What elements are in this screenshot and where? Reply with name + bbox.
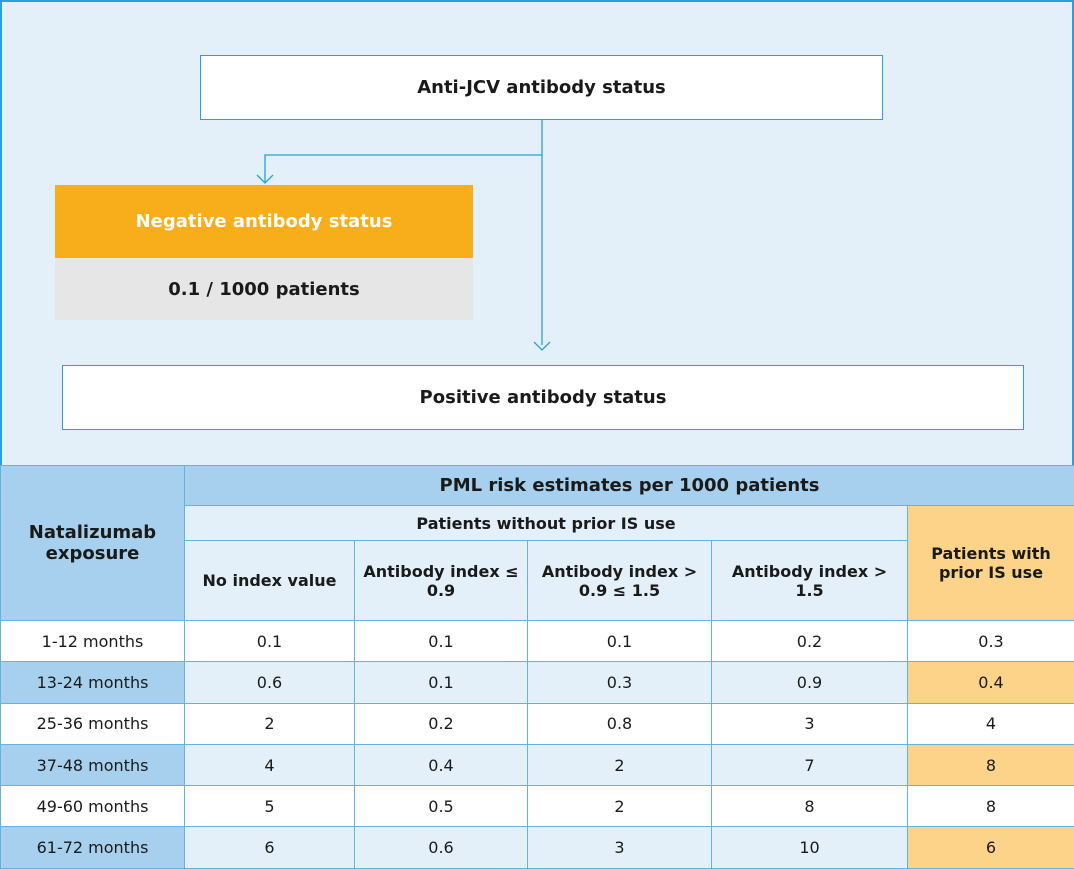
table-cell: 0.1	[355, 662, 528, 703]
row-header: 25-36 months	[1, 703, 185, 744]
table-cell: 3	[712, 703, 908, 744]
row-header: 37-48 months	[1, 744, 185, 785]
table-cell: 0.3	[528, 662, 712, 703]
prior-header: Patients with prior IS use	[908, 506, 1074, 621]
negative-header: Negative antibody status	[55, 185, 473, 258]
table-cell: 0.4	[355, 744, 528, 785]
row-header: 61-72 months	[1, 827, 185, 868]
table-cell: 0.6	[185, 662, 355, 703]
table-cell: 2	[528, 744, 712, 785]
table-cell: 10	[712, 827, 908, 868]
table-cell: 2	[185, 703, 355, 744]
table-cell: 0.1	[185, 621, 355, 662]
table-cell: 0.2	[712, 621, 908, 662]
table-cell: 7	[712, 744, 908, 785]
corner-header: Natalizumab exposure	[1, 466, 185, 621]
table-cell: 0.8	[528, 703, 712, 744]
table-cell: 8	[908, 786, 1074, 827]
table-cell: 6	[185, 827, 355, 868]
table-cell: 3	[528, 827, 712, 868]
table-cell: 4	[908, 703, 1074, 744]
column-header: No index value	[185, 541, 355, 621]
group-header: Patients without prior IS use	[185, 506, 908, 541]
row-header: 13-24 months	[1, 662, 185, 703]
table-cell: 0.5	[355, 786, 528, 827]
column-header: Antibody index > 1.5	[712, 541, 908, 621]
table-cell: 0.6	[355, 827, 528, 868]
positive-box: Positive antibody status	[62, 365, 1024, 430]
row-header: 1-12 months	[1, 621, 185, 662]
table-title: PML risk estimates per 1000 patients	[185, 466, 1074, 506]
table-cell: 0.2	[355, 703, 528, 744]
table-cell: 4	[185, 744, 355, 785]
column-header: Antibody index > 0.9 ≤ 1.5	[528, 541, 712, 621]
table-cell: 6	[908, 827, 1074, 868]
table-cell: 2	[528, 786, 712, 827]
table-cell: 5	[185, 786, 355, 827]
risk-table: Natalizumab exposure PML risk estimates …	[0, 465, 1074, 869]
column-header: Antibody index ≤ 0.9	[355, 541, 528, 621]
table-cell: 0.4	[908, 662, 1074, 703]
table-cell: 0.3	[908, 621, 1074, 662]
table-cell: 0.1	[528, 621, 712, 662]
table-cell: 8	[712, 786, 908, 827]
negative-risk: 0.1 / 1000 patients	[55, 258, 473, 320]
table-cell: 8	[908, 744, 1074, 785]
row-header: 49-60 months	[1, 786, 185, 827]
table-cell: 0.9	[712, 662, 908, 703]
root-box: Anti-JCV antibody status	[200, 55, 883, 120]
table-cell: 0.1	[355, 621, 528, 662]
